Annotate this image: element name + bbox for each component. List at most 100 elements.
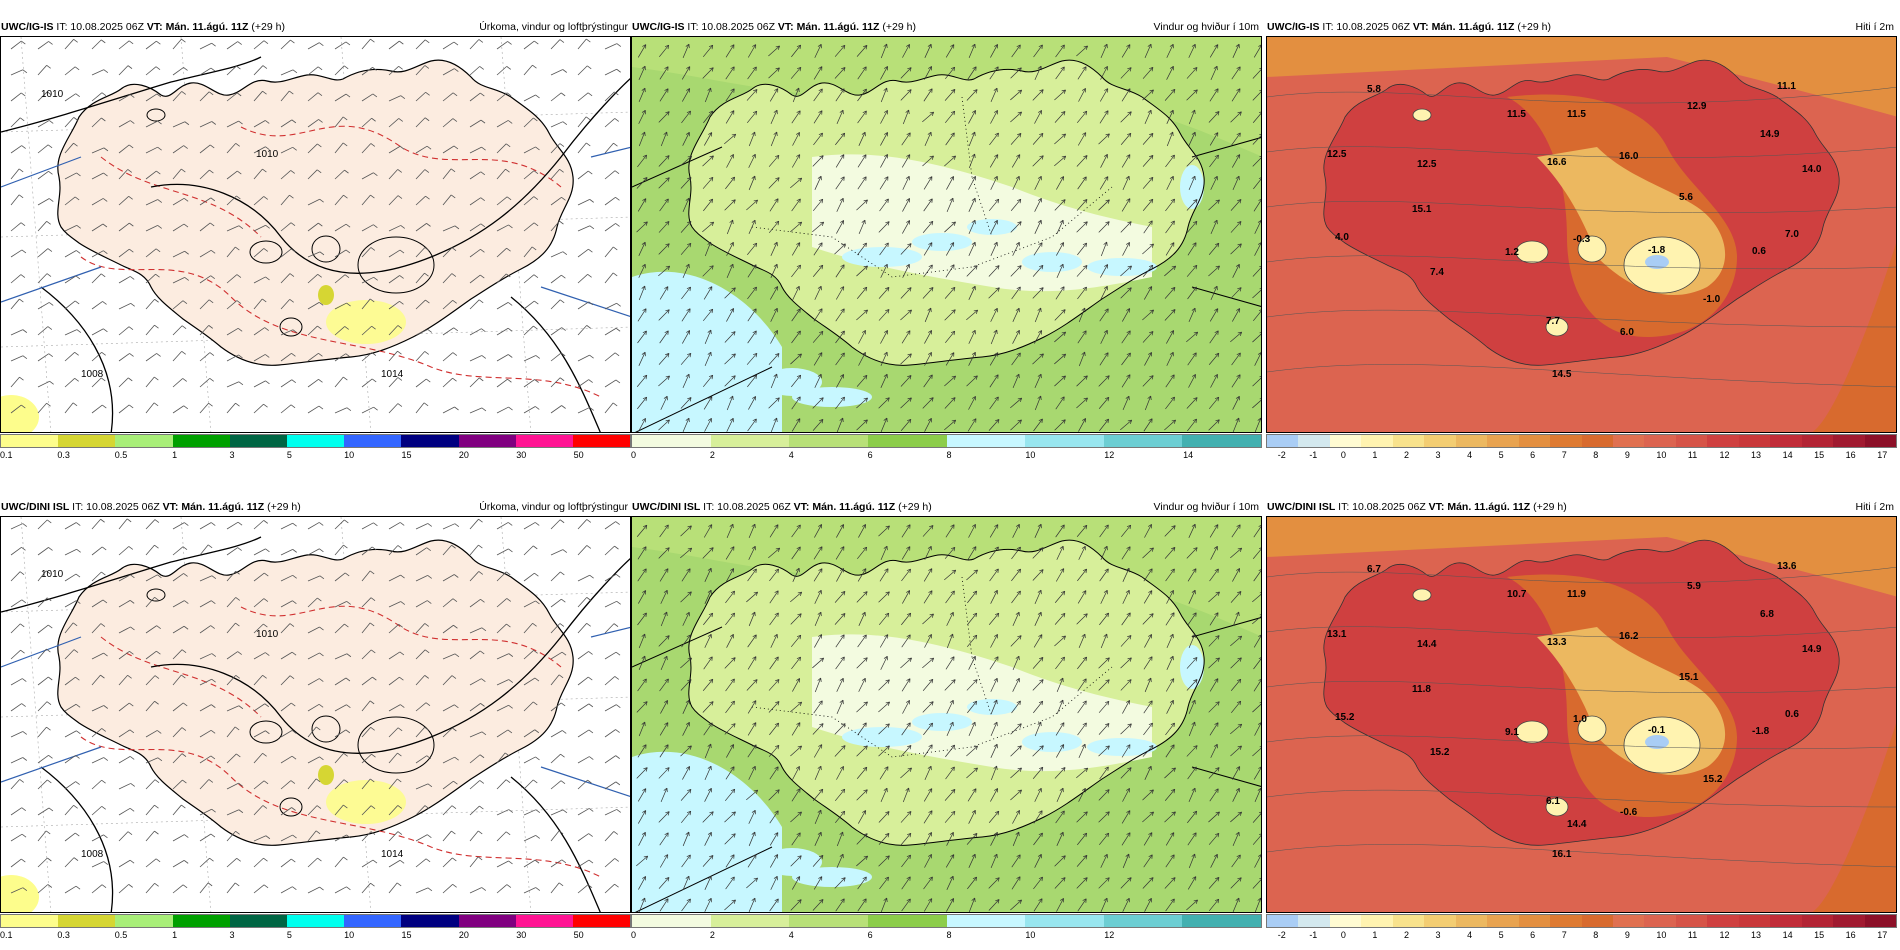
colorbar-swatch bbox=[1612, 435, 1645, 447]
model-name: UWC/IG-IS bbox=[1, 21, 54, 33]
valid-time-label: VT: bbox=[1428, 501, 1445, 513]
colorbar-swatch bbox=[1392, 435, 1425, 447]
map-svg bbox=[632, 37, 1261, 432]
colorbar-tick-label: 6 bbox=[867, 930, 873, 940]
colorbar-tick-label: 3 bbox=[229, 930, 235, 940]
temp-field bbox=[1267, 37, 1896, 117]
colorbar-tick-label: 17 bbox=[1877, 930, 1888, 940]
colorbar-tick-label: 10 bbox=[1025, 450, 1036, 460]
header-run-info: UWC/DINI ISL IT: 10.08.2025 06Z VT: Mán.… bbox=[1, 500, 301, 515]
colorbar-tick-label: 16 bbox=[1845, 930, 1856, 940]
colorbar-swatch bbox=[1361, 435, 1393, 447]
colorbar-tick-label: 5 bbox=[1498, 930, 1504, 940]
colorbar-swatch bbox=[1833, 435, 1865, 447]
colorbar-tick-label: 5 bbox=[286, 450, 292, 460]
strong-wind-area bbox=[632, 751, 782, 912]
map-svg: 5.8 11.5 11.5 12.9 11.1 12.5 12.5 16.6 16.0 14.9 1… bbox=[1267, 37, 1896, 432]
wind-arrows bbox=[636, 523, 1261, 912]
header-run-info: UWC/IG-IS IT: 10.08.2025 06Z VT: Mán. 11… bbox=[1, 20, 285, 35]
colorbar-tick-label: 50 bbox=[573, 930, 584, 940]
header-run-info: UWC/IG-IS IT: 10.08.2025 06Z VT: Mán. 11… bbox=[1267, 20, 1551, 35]
temp-value-label: -1.0 bbox=[1703, 294, 1721, 305]
temp-value-label: -1.8 bbox=[1752, 726, 1770, 737]
colorbar-tick-label: 0.3 bbox=[57, 450, 70, 460]
colorbar bbox=[0, 434, 631, 448]
boundary-lines bbox=[632, 617, 1261, 912]
map-area: 6.7 10.7 11.9 5.9 13.6 13.1 14.4 13.3 16.2 6.8 14.… bbox=[1266, 516, 1897, 913]
colorbar-tick-label: 12 bbox=[1719, 450, 1730, 460]
panel-title: Úrkoma, vindur og loftþrýstingur bbox=[479, 501, 628, 513]
colorbar-swatch bbox=[1, 915, 59, 927]
panel-header: UWC/IG-IS IT: 10.08.2025 06Z VT: Mán. 11… bbox=[631, 20, 1262, 35]
temp-value-label: 13.6 bbox=[1777, 561, 1797, 572]
isobar-label: 1010 bbox=[41, 569, 64, 580]
lead-time: (+29 h) bbox=[898, 501, 932, 513]
panel-title: Vindur og hviður í 10m bbox=[1153, 501, 1259, 513]
colorbar-tick-label: 10 bbox=[1656, 450, 1667, 460]
glacier-outline bbox=[146, 108, 166, 122]
map-area bbox=[631, 36, 1262, 433]
forecast-panel-temp: UWC/IG-IS IT: 10.08.2025 06Z VT: Mán. 11… bbox=[1266, 0, 1897, 470]
colorbar-tick-label: 2 bbox=[1403, 450, 1409, 460]
wind-arrows bbox=[636, 43, 1261, 432]
isobar-label: 1008 bbox=[81, 369, 104, 380]
panel-title: Vindur og hviður í 10m bbox=[1153, 21, 1259, 33]
colorbar-tick-label: 0.1 bbox=[0, 450, 13, 460]
colorbar-swatch bbox=[1103, 915, 1183, 927]
temp-value-label: 0.6 bbox=[1785, 709, 1799, 720]
colorbar-ticks: 0 2 4 6 8 10 12 14 bbox=[631, 450, 1262, 462]
map-area bbox=[631, 516, 1262, 913]
temp-value-label: 14.4 bbox=[1567, 819, 1587, 830]
valid-time-label: VT: bbox=[1412, 21, 1429, 33]
colorbar-tick-label: -1 bbox=[1309, 450, 1318, 460]
colorbar-tick-label: 14 bbox=[1782, 450, 1793, 460]
colorbar-tick-label: 12 bbox=[1104, 930, 1115, 940]
temp-value-label: 15.2 bbox=[1703, 774, 1723, 785]
map-svg bbox=[632, 517, 1261, 912]
temp-value-label: -0.3 bbox=[1573, 234, 1591, 245]
glacier-outline bbox=[357, 716, 435, 774]
colorbar-tick-label: 0.3 bbox=[57, 930, 70, 940]
colorbar-tick-label: 7 bbox=[1561, 930, 1567, 940]
colorbar-tick-label: 10 bbox=[344, 930, 355, 940]
colorbar-swatch bbox=[789, 435, 868, 447]
colorbar-swatch bbox=[344, 435, 402, 447]
isobar-label: 1010 bbox=[41, 89, 64, 100]
colorbar-swatch bbox=[1675, 435, 1708, 447]
strong-wind-area bbox=[632, 271, 782, 432]
colorbar bbox=[631, 434, 1262, 448]
glacier-cold-area bbox=[1412, 108, 1432, 122]
colorbar-tick-label: 2 bbox=[709, 450, 715, 460]
colorbar-swatch bbox=[1833, 915, 1865, 927]
colorbar-tick-label: 12 bbox=[1719, 930, 1730, 940]
temp-value-label: 12.9 bbox=[1687, 101, 1707, 112]
forecast-panel-precip: UWC/IG-IS IT: 10.08.2025 06Z VT: Mán. 11… bbox=[0, 0, 631, 470]
glacier-outline bbox=[311, 715, 341, 743]
glacier-cold-area bbox=[1412, 588, 1432, 602]
colorbar-tick-label: 20 bbox=[458, 930, 469, 940]
colorbar-tick-label: 15 bbox=[1814, 930, 1825, 940]
colorbar-tick-label: 0 bbox=[631, 930, 637, 940]
colorbar-swatch bbox=[946, 435, 1026, 447]
temp-value-label: 16.1 bbox=[1552, 849, 1572, 860]
temp-value-label: 12.5 bbox=[1327, 149, 1347, 160]
glacier-cold-area bbox=[1577, 715, 1607, 743]
colorbar-swatch bbox=[115, 435, 173, 447]
colorbar-tick-label: 30 bbox=[516, 450, 527, 460]
colorbar-swatch bbox=[1738, 435, 1771, 447]
temp-value-label: 11.5 bbox=[1567, 109, 1586, 120]
iceland-land bbox=[57, 539, 574, 846]
temp-field bbox=[1267, 517, 1896, 597]
temp-value-label: 15.1 bbox=[1412, 204, 1432, 215]
temp-value-label: 13.3 bbox=[1547, 637, 1567, 648]
colorbar-tick-label: 4 bbox=[1467, 450, 1473, 460]
precip-contours bbox=[80, 125, 602, 398]
colorbar-tick-label: 1 bbox=[1372, 450, 1378, 460]
glacier-cold-area bbox=[1515, 720, 1549, 744]
colorbar-tick-label: 4 bbox=[1467, 930, 1473, 940]
colorbar-tick-label: 6 bbox=[1530, 930, 1536, 940]
colorbar-swatch bbox=[1267, 915, 1299, 927]
colorbar-swatch bbox=[1298, 915, 1330, 927]
gust-areas bbox=[762, 165, 1204, 407]
colorbar-tick-label: 15 bbox=[401, 930, 412, 940]
